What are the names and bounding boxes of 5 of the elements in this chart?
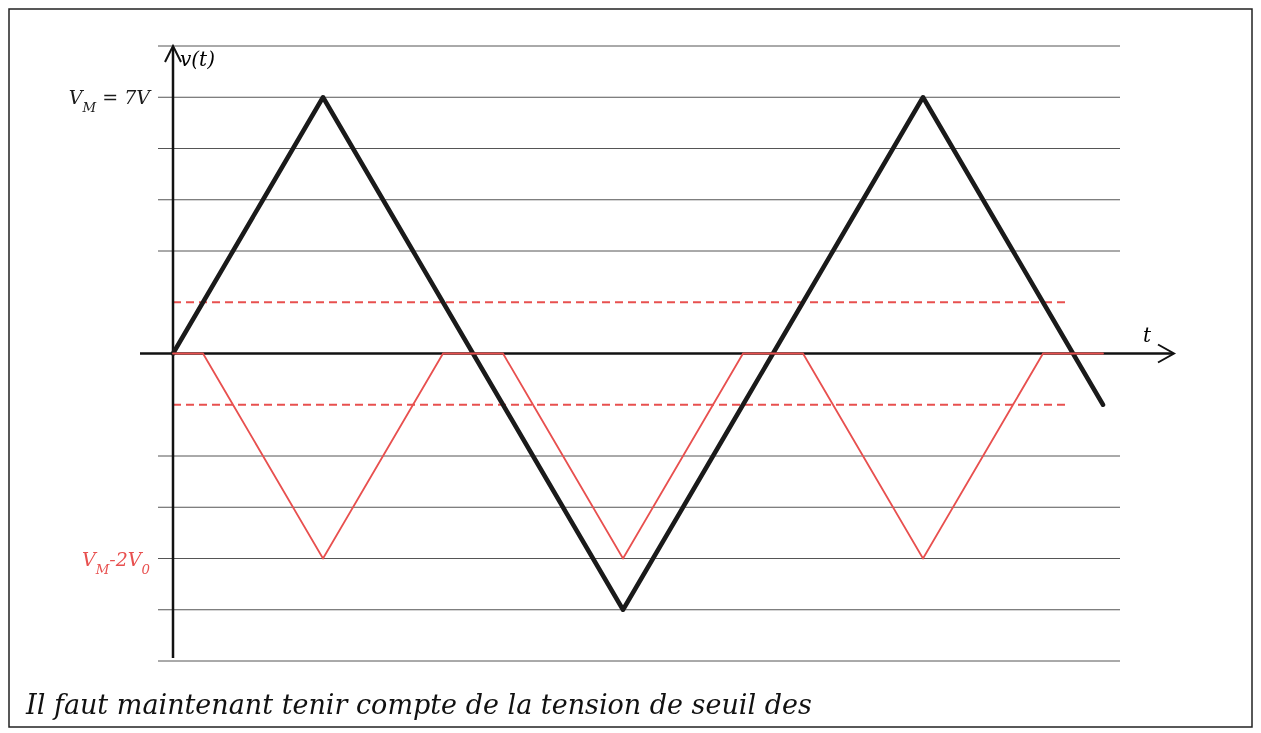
text: V$_{M}$ = 7V (68, 86, 153, 115)
y-axis-title: v(t) (180, 47, 215, 71)
x-axis-title: t (1143, 322, 1152, 347)
text: Il faut maintenant tenir compte de la tension de seuil des (25, 689, 812, 720)
text: V$_{M}$-2V$_{0}$ (81, 547, 151, 576)
